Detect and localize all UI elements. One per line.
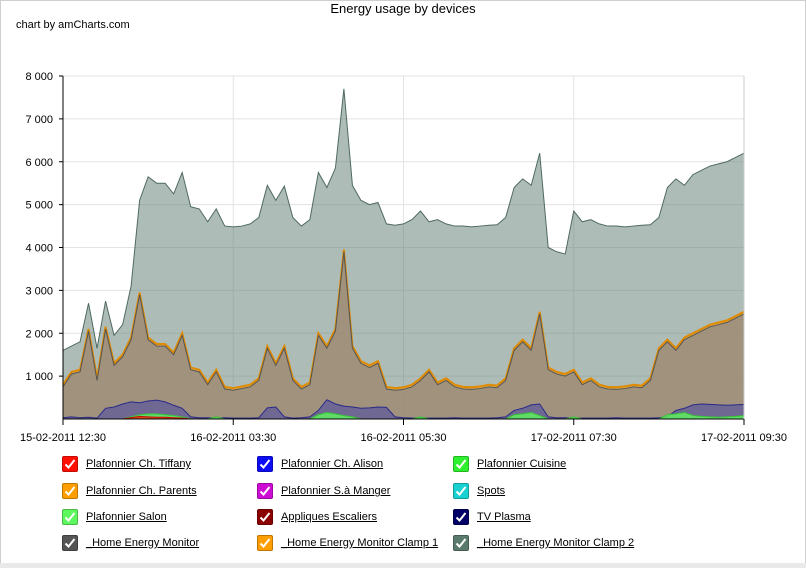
y-tick-label: 8 000 [25, 71, 53, 83]
legend-item[interactable]: Plafonnier Ch. Alison [257, 455, 383, 473]
series-line [62, 249, 745, 390]
legend-item[interactable]: _Home Energy Monitor [62, 534, 199, 552]
y-tick-label: 2 000 [25, 328, 53, 340]
legend-item[interactable]: Spots [453, 482, 505, 500]
legend-label[interactable]: Plafonnier Cuisine [477, 458, 567, 470]
legend-label[interactable]: Plafonnier Ch. Parents [86, 485, 197, 497]
chart-title: Energy usage by devices [330, 1, 476, 16]
y-tick-label: 5 000 [25, 200, 53, 212]
legend-checkbox-icon[interactable] [257, 535, 273, 551]
legend-item[interactable]: Plafonnier Salon [62, 508, 167, 526]
y-tick-label: 6 000 [25, 157, 53, 169]
series-line [62, 88, 745, 351]
energy-area-chart: 8 000 7 000 6 000 5 000 4 000 3 000 2 000 1 000… [20, 71, 787, 444]
legend-item[interactable]: Plafonnier S.à Manger [257, 482, 390, 500]
series-area [63, 251, 744, 419]
y-tick-label: 4 000 [25, 243, 53, 255]
x-tick-label: 16-02-2011 03:30 [190, 432, 276, 444]
legend-item[interactable]: Plafonnier Ch. Parents [62, 482, 197, 500]
legend-checkbox-icon[interactable] [453, 483, 469, 499]
legend-checkbox-icon[interactable] [453, 456, 469, 472]
legend-label[interactable]: _Home Energy Monitor Clamp 2 [477, 537, 635, 549]
legend-label[interactable]: Plafonnier Ch. Tiffany [86, 458, 191, 470]
legend-checkbox-icon[interactable] [62, 535, 78, 551]
y-tick-label: 7 000 [25, 114, 53, 126]
legend-checkbox-icon[interactable] [62, 509, 78, 525]
legend-checkbox-icon[interactable] [453, 535, 469, 551]
legend-label[interactable]: Plafonnier S.à Manger [281, 485, 391, 497]
legend-checkbox-icon[interactable] [62, 456, 78, 472]
y-tick-label: 1 000 [25, 371, 53, 383]
x-tick-label: 17-02-2011 09:30 [701, 432, 787, 444]
legend-item[interactable]: Plafonnier Cuisine [453, 455, 566, 473]
legend-item[interactable]: _Home Energy Monitor Clamp 2 [453, 534, 634, 552]
x-tick-label: 15-02-2011 12:30 [20, 432, 106, 444]
amcharts-credit-link[interactable]: chart by amCharts.com [16, 19, 130, 31]
series-area [63, 412, 744, 419]
page-bottom-strip [0, 563, 806, 568]
x-tick-label: 16-02-2011 05:30 [360, 432, 446, 444]
legend-label[interactable]: _Home Energy Monitor Clamp 1 [281, 537, 439, 549]
legend-label[interactable]: Spots [477, 485, 506, 497]
series-area [63, 88, 744, 420]
legend-label[interactable]: Plafonnier Ch. Alison [281, 458, 384, 470]
legend-label[interactable]: Appliques Escaliers [281, 511, 377, 523]
legend-checkbox-icon[interactable] [453, 509, 469, 525]
legend-checkbox-icon[interactable] [257, 509, 273, 525]
y-tick-label: 3 000 [25, 285, 53, 297]
legend-item[interactable]: Plafonnier Ch. Tiffany [62, 455, 191, 473]
series-line [62, 399, 745, 419]
series-line [62, 251, 745, 391]
legend-item[interactable]: Appliques Escaliers [257, 508, 377, 526]
legend-label[interactable]: _Home Energy Monitor [86, 537, 200, 549]
legend-label[interactable]: Plafonnier Salon [86, 511, 167, 523]
legend-checkbox-icon[interactable] [257, 456, 273, 472]
legend-checkbox-icon[interactable] [62, 483, 78, 499]
legend-checkbox-icon[interactable] [257, 483, 273, 499]
legend-label[interactable]: TV Plasma [477, 511, 531, 523]
legend-item[interactable]: TV Plasma [453, 508, 531, 526]
x-tick-label: 17-02-2011 07:30 [531, 432, 617, 444]
legend-item[interactable]: _Home Energy Monitor Clamp 1 [257, 534, 438, 552]
